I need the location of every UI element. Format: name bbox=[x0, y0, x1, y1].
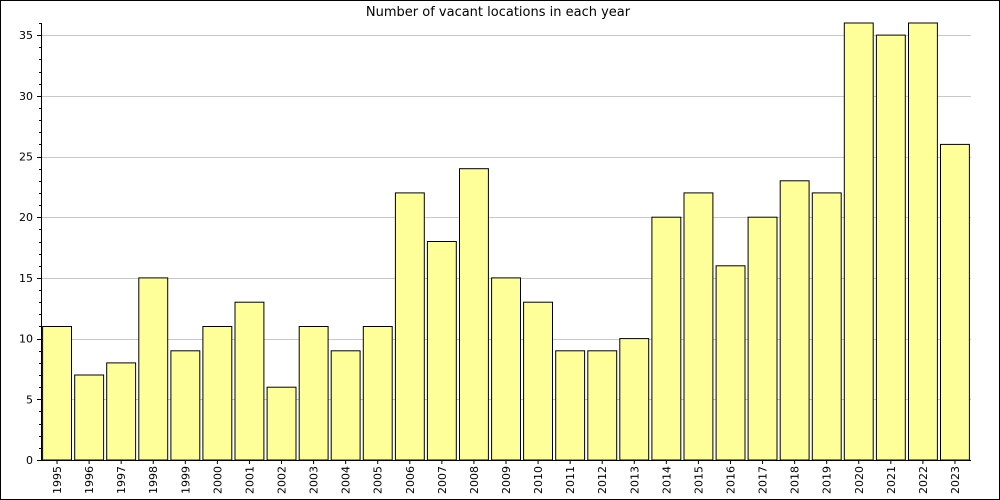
bar-2007 bbox=[426, 241, 457, 461]
bar-2013 bbox=[619, 338, 650, 461]
x-tick-label: 2008 bbox=[468, 466, 481, 494]
x-tick-label: 2003 bbox=[308, 466, 321, 494]
bar-2001 bbox=[234, 301, 265, 461]
bar-2022 bbox=[908, 22, 938, 461]
x-tick-label: 2016 bbox=[725, 466, 738, 494]
x-tick-label: 2010 bbox=[532, 466, 545, 494]
x-tick-label: 2015 bbox=[692, 466, 705, 494]
x-tick-label: 2009 bbox=[500, 466, 513, 494]
bars bbox=[42, 22, 970, 461]
bar-2018 bbox=[779, 180, 810, 461]
bar-2020 bbox=[843, 22, 874, 461]
y-tick-label: 25 bbox=[19, 151, 33, 164]
bar-2019 bbox=[811, 192, 842, 461]
bar-1997 bbox=[106, 362, 137, 461]
bar-2008 bbox=[459, 168, 489, 461]
bar-2017 bbox=[747, 216, 778, 461]
y-tick-label: 15 bbox=[19, 272, 33, 285]
x-tick-label: 2007 bbox=[436, 466, 449, 494]
x-tick-label: 1995 bbox=[51, 466, 64, 494]
y-tick-label: 20 bbox=[19, 211, 33, 224]
bar-2014 bbox=[651, 216, 682, 461]
x-tick-label: 2011 bbox=[564, 466, 577, 494]
bar-2016 bbox=[715, 265, 746, 461]
x-tick-label: 2022 bbox=[917, 466, 930, 494]
x-tick-label: 2004 bbox=[340, 466, 353, 494]
bar-2010 bbox=[523, 301, 553, 461]
bar-2021 bbox=[875, 34, 906, 461]
y-tick-label: 35 bbox=[19, 29, 33, 42]
bar-2004 bbox=[330, 350, 361, 461]
x-tick-label: 2005 bbox=[372, 466, 385, 494]
x-tick-label: 2000 bbox=[211, 466, 224, 494]
bar-2003 bbox=[298, 326, 329, 461]
bar-1995 bbox=[42, 326, 72, 461]
x-tick-labels: 1995 1996 1997 1998 1999 2000 2001 2002 2003 2004… bbox=[51, 466, 962, 494]
x-tick-label: 1997 bbox=[115, 466, 128, 494]
x-tick-label: 2018 bbox=[789, 466, 802, 494]
bar-1998 bbox=[138, 277, 169, 461]
x-tick-label: 1999 bbox=[179, 466, 192, 494]
bar-2015 bbox=[683, 192, 714, 461]
x-tick-label: 2014 bbox=[660, 466, 673, 494]
y-tick-label: 30 bbox=[19, 90, 33, 103]
x-tick-label: 2021 bbox=[885, 466, 898, 494]
bar-2002 bbox=[266, 386, 297, 461]
x-tick-label: 2002 bbox=[276, 466, 289, 494]
y-tick-labels: 0 5 10 15 20 25 30 35 bbox=[19, 29, 33, 467]
bar-2005 bbox=[362, 326, 393, 461]
bar-2012 bbox=[587, 350, 618, 461]
x-tick-label: 2020 bbox=[853, 466, 866, 494]
x-tick-label: 1996 bbox=[83, 466, 96, 494]
bar-1999 bbox=[170, 350, 201, 461]
x-tick-label: 2006 bbox=[404, 466, 417, 494]
axes bbox=[37, 23, 971, 464]
y-tick-label: 10 bbox=[19, 333, 33, 346]
bar-2023 bbox=[940, 143, 970, 461]
x-tick-label: 2023 bbox=[949, 466, 962, 494]
x-tick-label: 1998 bbox=[147, 466, 160, 494]
x-tick-label: 2017 bbox=[757, 466, 770, 494]
x-tick-label: 2013 bbox=[628, 466, 641, 494]
chart-title: Number of vacant locations in each year bbox=[366, 5, 631, 20]
x-tick-label: 2012 bbox=[596, 466, 609, 494]
y-tick-label: 0 bbox=[26, 454, 33, 467]
x-tick-label: 2019 bbox=[821, 466, 834, 494]
y-tick-label: 5 bbox=[26, 393, 33, 406]
bar-2011 bbox=[555, 350, 586, 461]
bar-2006 bbox=[394, 192, 425, 461]
bar-1996 bbox=[74, 374, 105, 461]
bar-2009 bbox=[491, 277, 522, 461]
x-tick-label: 2001 bbox=[243, 466, 256, 494]
bar-2000 bbox=[202, 326, 233, 461]
